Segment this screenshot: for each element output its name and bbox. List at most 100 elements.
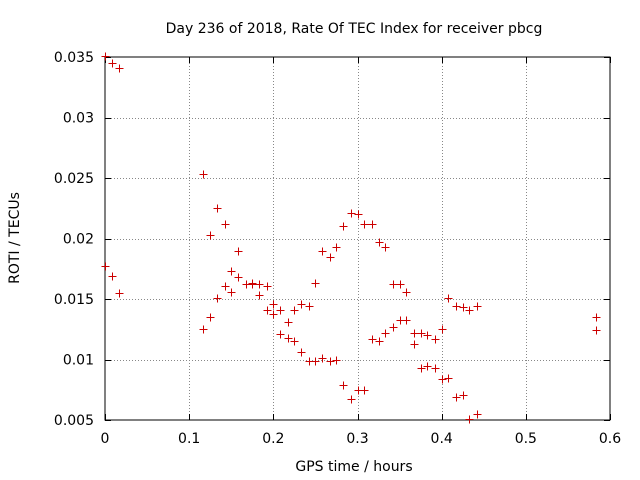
data-point <box>255 280 264 289</box>
data-point <box>438 325 447 334</box>
y-tick-label: 0.035 <box>54 50 94 66</box>
data-points <box>101 52 601 424</box>
y-tick-label: 0.01 <box>63 353 94 369</box>
data-point <box>101 262 110 271</box>
x-tick-label: 0.1 <box>178 431 200 447</box>
data-point <box>284 334 293 343</box>
data-point <box>402 288 411 297</box>
data-point <box>290 337 299 346</box>
data-point <box>332 356 341 365</box>
data-point <box>473 302 482 311</box>
data-point <box>206 313 215 322</box>
data-point <box>332 243 341 252</box>
x-tick-label: 0.5 <box>515 431 537 447</box>
grid <box>105 57 610 420</box>
data-point <box>402 316 411 325</box>
x-axis-label: GPS time / hours <box>295 459 412 475</box>
ticks: 0 0.1 0.2 0.3 0.4 0.5 0.6 0.005 0.01 0.015 0.02 0.0… <box>54 50 621 447</box>
data-point <box>389 280 398 289</box>
plot-frame <box>104 56 611 421</box>
data-point <box>396 280 405 289</box>
data-point <box>452 302 461 311</box>
data-point <box>438 375 447 384</box>
data-point <box>410 329 419 338</box>
data-point <box>381 243 390 252</box>
data-point <box>465 306 474 315</box>
data-point <box>444 294 453 303</box>
data-point <box>375 238 384 247</box>
data-point <box>269 310 278 319</box>
data-point <box>459 303 468 312</box>
x-tick-label: 0.3 <box>346 431 368 447</box>
data-point <box>115 64 124 73</box>
data-point <box>108 59 117 68</box>
data-point <box>255 291 264 300</box>
x-tick-label: 0.4 <box>431 431 453 447</box>
data-point <box>473 410 482 419</box>
data-point <box>248 279 257 288</box>
data-point <box>368 335 377 344</box>
data-point <box>368 220 377 229</box>
data-point <box>311 357 320 366</box>
data-point <box>276 306 285 315</box>
y-axis-label: ROTI / TECUs <box>7 192 23 284</box>
data-point <box>297 348 306 357</box>
x-tick-label: 0 <box>101 431 110 447</box>
data-point <box>101 52 110 61</box>
data-point <box>417 364 426 373</box>
data-point <box>354 210 363 219</box>
data-point <box>115 289 124 298</box>
data-point <box>431 335 440 344</box>
data-point <box>305 302 314 311</box>
y-tick-label: 0.02 <box>63 232 94 248</box>
data-point <box>311 279 320 288</box>
data-point <box>206 231 215 240</box>
data-point <box>234 273 243 282</box>
data-point <box>452 393 461 402</box>
data-point <box>459 391 468 400</box>
data-point <box>360 386 369 395</box>
data-point <box>290 306 299 315</box>
data-point <box>347 395 356 404</box>
data-point <box>381 329 390 338</box>
data-point <box>221 220 230 229</box>
data-point <box>326 253 335 262</box>
data-point <box>410 340 419 349</box>
data-point <box>199 325 208 334</box>
data-point <box>108 272 117 281</box>
data-point <box>318 354 327 363</box>
x-tick-label: 0.6 <box>599 431 621 447</box>
data-point <box>284 318 293 327</box>
data-point <box>269 300 278 309</box>
data-point <box>423 362 432 371</box>
data-point <box>431 364 440 373</box>
data-point <box>465 415 474 424</box>
data-point <box>592 326 601 335</box>
data-point <box>199 170 208 179</box>
data-point <box>347 209 356 218</box>
y-tick-label: 0.005 <box>54 413 94 429</box>
data-point <box>221 282 230 291</box>
data-point <box>444 374 453 383</box>
data-point <box>276 330 285 339</box>
data-point <box>297 300 306 309</box>
y-tick-label: 0.025 <box>54 171 94 187</box>
data-point <box>326 357 335 366</box>
data-point <box>375 337 384 346</box>
y-tick-label: 0.03 <box>63 111 94 127</box>
data-point <box>263 282 272 291</box>
data-point <box>360 220 369 229</box>
data-point <box>592 313 601 322</box>
data-point <box>234 247 243 256</box>
chart-title: Day 236 of 2018, Rate Of TEC Index for r… <box>166 21 543 37</box>
y-tick-label: 0.015 <box>54 292 94 308</box>
data-point <box>318 247 327 256</box>
data-point <box>339 222 348 231</box>
data-point <box>263 306 272 315</box>
data-point <box>227 288 236 297</box>
data-point <box>227 267 236 276</box>
data-point <box>213 204 222 213</box>
data-point <box>417 329 426 338</box>
